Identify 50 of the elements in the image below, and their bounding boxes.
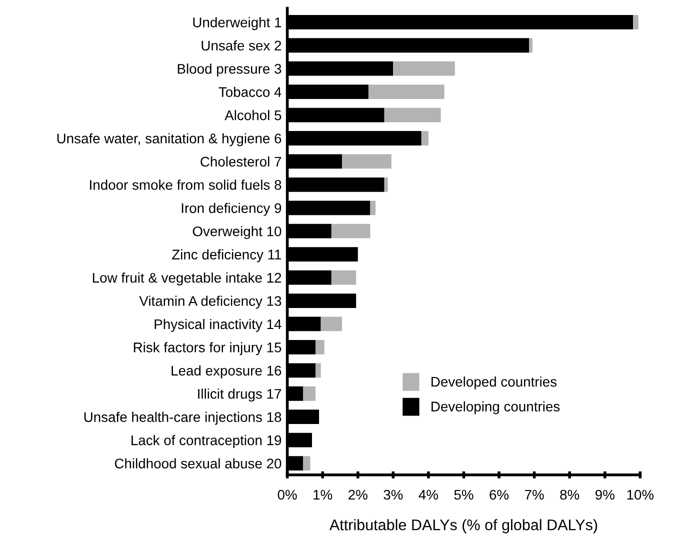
x-tick-label: 2% (348, 490, 368, 500)
y-tick-label: Cholesterol 7 (200, 156, 282, 167)
y-tick-label: Physical inactivity 14 (154, 318, 282, 332)
y-tick-label: Unsafe water, sanitation & hygiene 6 (57, 133, 282, 146)
x-tick-label: 1% (314, 490, 332, 500)
bar (316, 363, 321, 378)
y-tick-label: Lack of contraception 19 (132, 435, 282, 448)
x-tick-label: 0% (278, 490, 297, 500)
bar (316, 340, 324, 354)
bar (331, 224, 370, 238)
y-tick-label: Zinc deficiency 11 (172, 249, 282, 262)
x-tick-label: 9% (596, 490, 614, 500)
bar (384, 108, 441, 122)
y-tick-label: Alcohol 5 (224, 110, 282, 120)
y-tick-label: Indoor smoke from solid fuels 8 (90, 180, 282, 190)
y-tick-label: Vitamin A deficiency 13 (139, 296, 282, 309)
y-tick-label: Unsafe sex 2 (202, 40, 282, 51)
y-tick-label: Lead exposure 16 (172, 365, 282, 378)
legend-label: Developed countries (432, 376, 557, 390)
x-tick-label: 10% (627, 490, 654, 500)
y-tick-label: Iron deficiency 9 (182, 202, 282, 216)
x-tick-label: 4% (418, 490, 438, 500)
y-tick-label: Risk factors for injury 15 (134, 342, 282, 356)
bar (320, 316, 342, 332)
y-tick-label: Unsafe health-care injections 18 (84, 412, 282, 425)
y-tick-label: Overweight 10 (192, 226, 282, 240)
bar (529, 38, 533, 53)
y-tick-label: Underweight 1 (193, 17, 282, 30)
y-tick-label: Blood pressure 3 (178, 64, 282, 77)
bar (370, 200, 376, 216)
bar (303, 456, 310, 470)
y-tick-label: Tobacco 4 (218, 86, 282, 97)
x-tick-label: 7% (524, 490, 544, 500)
bar (342, 154, 392, 169)
legend-label: Developing countries (432, 401, 560, 414)
x-tick-label: 8% (560, 490, 580, 500)
x-tick-label: 5% (454, 490, 474, 500)
y-tick-label: Childhood sexual abuse 20 (114, 458, 282, 468)
bar (331, 270, 356, 285)
bar (393, 61, 455, 76)
bar (384, 177, 388, 192)
bar (368, 84, 444, 100)
bar (633, 14, 638, 30)
x-axis-title: Attributable DALYs (% of global DALYs) (329, 519, 598, 534)
x-tick-label: 3% (384, 490, 403, 500)
x-tick-label: 6% (490, 490, 509, 500)
bar (303, 386, 316, 401)
y-tick-label: Illicit drugs 17 (198, 388, 282, 402)
bar (421, 131, 428, 146)
y-tick-label: Low fruit & vegetable intake 12 (92, 272, 282, 286)
